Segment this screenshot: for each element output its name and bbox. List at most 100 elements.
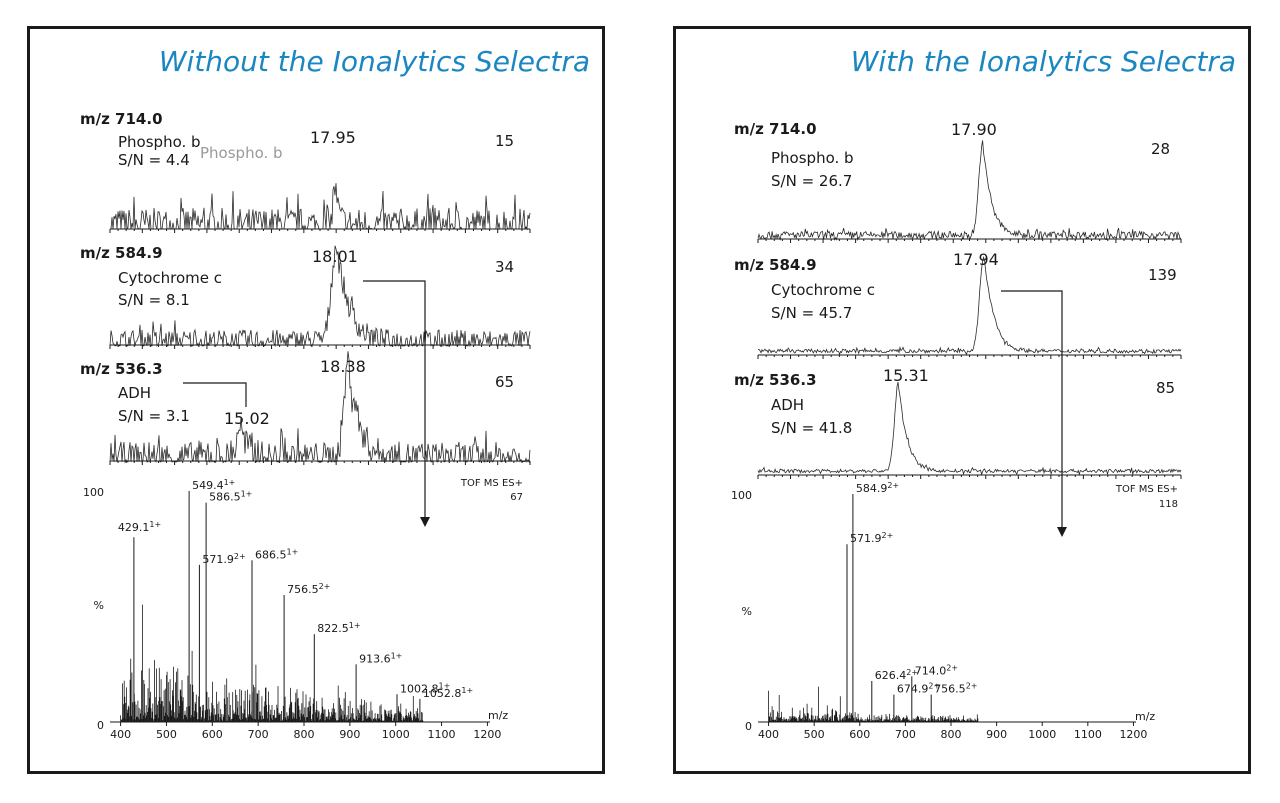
x-tick-label: 800 (941, 728, 962, 741)
protein-label: Phospho. b (118, 133, 201, 151)
protein-label: Cytochrome c (118, 269, 222, 287)
chromatogram-536: m/z 536.3 ADH S/N = 41.8 15.31 85 (734, 366, 1182, 479)
chromatogram-trace (757, 255, 1182, 356)
x-tick-label: 700 (895, 728, 916, 741)
x-tick-label: 1100 (1074, 728, 1102, 741)
pointer-line (363, 280, 426, 522)
mz-label: m/z 714.0 (80, 110, 163, 128)
mass-spectrum: TOF MS ES+ 67 100 % 0 m/z 549.41+586.51+… (83, 280, 523, 741)
x-tick-label: 800 (294, 728, 315, 741)
x-unit-label: m/z (488, 709, 508, 722)
instrument-label: TOF MS ES+ (1115, 484, 1178, 495)
peak-rt-label: 15.31 (883, 366, 929, 385)
sn-label: S/N = 8.1 (118, 291, 190, 309)
sn-label: S/N = 41.8 (771, 419, 852, 437)
mz-label: m/z 536.3 (80, 360, 163, 378)
y-bottom-label: 0 (745, 720, 752, 733)
peak-label: 1002.81+ (400, 681, 450, 695)
scale-label: 15 (495, 132, 514, 150)
x-tick-label: 1200 (473, 728, 501, 741)
panel-svg-right: With the Ionalytics Selectra m/z 714.0 P… (731, 45, 1236, 741)
x-tick-label: 900 (986, 728, 1007, 741)
chromatogram-714: m/z 714.0 Phospho. b S/N = 26.7 17.90 28 (734, 120, 1182, 243)
peak-rt-label: 17.94 (953, 250, 999, 269)
leader-line (183, 382, 247, 407)
sn-label: S/N = 26.7 (771, 172, 852, 190)
scale-label: 85 (1156, 379, 1175, 397)
panel-with-selectra: With the Ionalytics Selectra m/z 714.0 P… (673, 26, 1251, 774)
chromatogram-trace (757, 382, 1182, 476)
peak-label: 686.51+ (255, 547, 298, 561)
peak-label: 584.92+ (856, 481, 899, 495)
sn-label: S/N = 3.1 (118, 407, 190, 425)
chromatogram-584: m/z 584.9 Cytochrome c S/N = 45.7 17.94 … (734, 250, 1182, 359)
sn-label: S/N = 45.7 (771, 304, 852, 322)
peak-label: 913.61+ (359, 651, 402, 665)
ghost-protein-label: Phospho. b (200, 144, 283, 162)
x-tick-label: 1100 (428, 728, 456, 741)
pointer-arrowhead (1057, 527, 1067, 537)
y-mid-label: % (742, 605, 752, 618)
chromatogram-714: m/z 714.0 Phospho. b Phospho. b S/N = 4.… (80, 110, 531, 233)
second-peak-rt-label: 15.02 (224, 409, 270, 428)
peak-rt-label: 17.90 (951, 120, 997, 139)
chromatogram-trace (110, 183, 531, 231)
spectrum-noise (768, 686, 979, 722)
peak-label: 756.52+ (934, 682, 977, 696)
x-tick-label: 1000 (382, 728, 410, 741)
peak-label: 429.11+ (118, 520, 161, 534)
scale-label: 28 (1151, 140, 1170, 158)
peak-label: 586.51+ (209, 490, 252, 504)
peak-label: 571.92+ (850, 531, 893, 545)
spectrum-peaks: 584.92+571.92+626.42+714.02+674.92+756.5… (846, 481, 977, 722)
x-tick-label: 500 (804, 728, 825, 741)
x-tick-label: 900 (339, 728, 360, 741)
protein-label: ADH (771, 396, 804, 414)
x-ticks: 400 500 600 700 800 900 1000 1100 1200 (758, 722, 1147, 741)
y-top-label: 100 (83, 486, 104, 499)
scale-label: 65 (495, 373, 514, 391)
y-mid-label: % (94, 599, 104, 612)
sn-label: S/N = 4.4 (118, 151, 190, 169)
protein-label: ADH (118, 384, 151, 402)
x-tick-label: 700 (248, 728, 269, 741)
peak-rt-label: 18.38 (320, 357, 366, 376)
scale-label: 139 (1148, 266, 1177, 284)
x-tick-label: 400 (110, 728, 131, 741)
peak-label: 756.52+ (287, 582, 330, 596)
spectrum-noise (120, 604, 424, 722)
mass-spectrum: TOF MS ES+ 118 100 % 0 m/z 584.92+ 571.92… (731, 290, 1178, 741)
x-tick-label: 600 (202, 728, 223, 741)
mz-label: m/z 714.0 (734, 120, 817, 138)
mz-label: m/z 584.9 (80, 244, 163, 262)
y-top-label: 100 (731, 489, 752, 502)
x-tick-label: 1200 (1119, 728, 1147, 741)
peak-rt-label: 17.95 (310, 128, 356, 147)
peak-label: 571.92+ (202, 552, 245, 566)
panel-svg-left: Without the Ionalytics Selectra m/z 714.… (80, 45, 590, 741)
x-ticks: 400 500 600 700 800 900 1000 1100 1200 (110, 722, 501, 741)
mz-label: m/z 536.3 (734, 371, 817, 389)
spectrum-peaks: 549.41+586.51+429.11+571.92+ 686.51+756.5… (118, 478, 473, 722)
spectrum-scale-label: 118 (1159, 499, 1178, 510)
pointer-arrowhead (420, 517, 430, 527)
x-tick-label: 400 (758, 728, 779, 741)
chromatogram-536: m/z 536.3 ADH S/N = 3.1 18.38 15.02 65 (80, 351, 531, 465)
peak-label: 714.02+ (915, 663, 958, 677)
peak-label: 822.51+ (317, 621, 360, 635)
chromatogram-584: m/z 584.9 Cytochrome c S/N = 8.1 18.01 3… (80, 244, 531, 349)
peak-rt-label: 18.01 (312, 247, 358, 266)
panel-title: Without the Ionalytics Selectra (159, 45, 590, 78)
x-unit-label: m/z (1135, 710, 1155, 723)
protein-label: Phospho. b (771, 149, 854, 167)
protein-label: Cytochrome c (771, 281, 875, 299)
pointer-line (1001, 290, 1063, 532)
y-bottom-label: 0 (97, 719, 104, 732)
x-tick-label: 1000 (1028, 728, 1056, 741)
x-tick-label: 500 (156, 728, 177, 741)
x-tick-label: 600 (849, 728, 870, 741)
panel-title: With the Ionalytics Selectra (851, 45, 1236, 78)
mz-label: m/z 584.9 (734, 256, 817, 274)
peak-label: 1052.81+ (423, 686, 473, 700)
scale-label: 34 (495, 258, 514, 276)
